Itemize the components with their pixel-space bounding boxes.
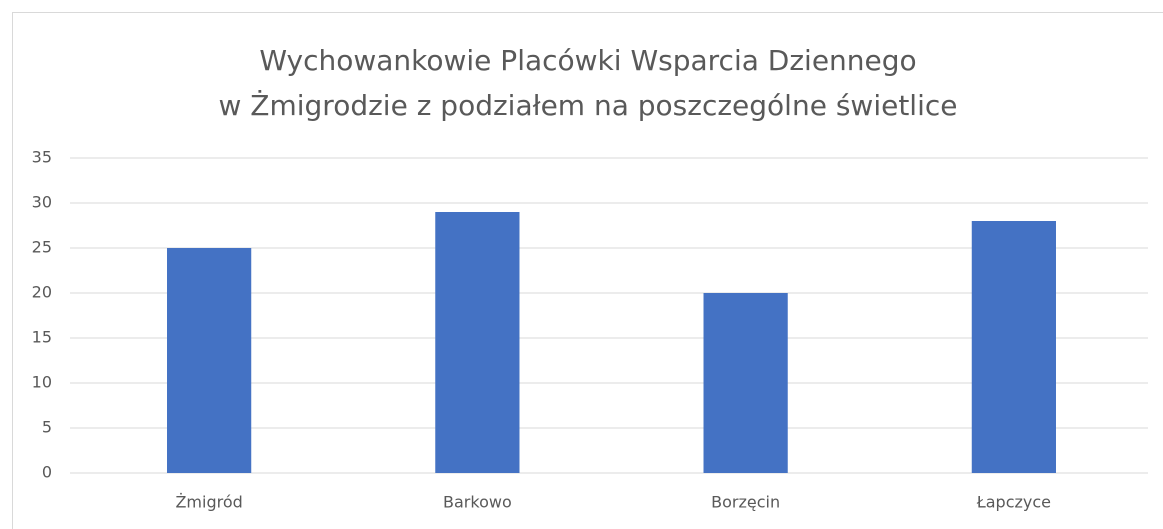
- x-tick-label: Łapczyce: [976, 493, 1051, 512]
- y-tick-label: 5: [42, 418, 52, 437]
- chart-title: Wychowankowie Placówki Wsparcia Dzienneg…: [259, 44, 916, 77]
- bar: [703, 293, 788, 473]
- y-tick-label: 10: [32, 373, 52, 392]
- y-tick-label: 25: [32, 238, 52, 257]
- bar: [167, 248, 252, 473]
- x-tick-label: Żmigród: [175, 493, 242, 512]
- y-tick-label: 0: [42, 463, 52, 482]
- y-tick-label: 35: [32, 148, 52, 167]
- x-tick-label: Barkowo: [443, 493, 512, 512]
- bar: [435, 212, 520, 473]
- y-tick-label: 30: [32, 193, 52, 212]
- x-tick-label: Borzęcin: [711, 493, 780, 512]
- bar: [971, 221, 1056, 473]
- y-tick-label: 15: [32, 328, 52, 347]
- y-tick-label: 20: [32, 283, 52, 302]
- chart-title: w Żmigrodzie z podziałem na poszczególne…: [218, 89, 957, 122]
